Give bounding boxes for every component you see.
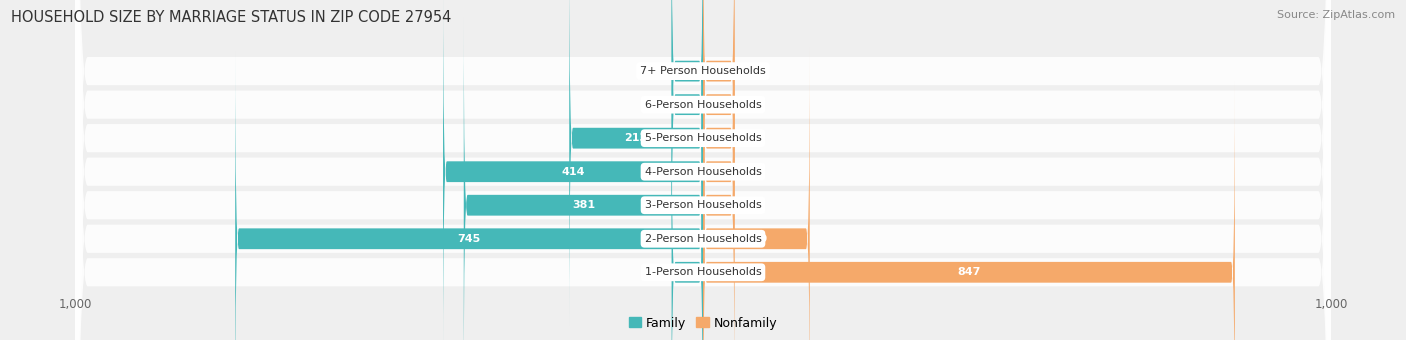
Text: 0: 0 <box>738 133 745 143</box>
FancyBboxPatch shape <box>75 0 1331 340</box>
FancyBboxPatch shape <box>703 0 734 262</box>
FancyBboxPatch shape <box>703 0 734 340</box>
FancyBboxPatch shape <box>703 48 810 340</box>
Legend: Family, Nonfamily: Family, Nonfamily <box>628 317 778 329</box>
Text: Source: ZipAtlas.com: Source: ZipAtlas.com <box>1277 10 1395 20</box>
FancyBboxPatch shape <box>75 0 1331 340</box>
FancyBboxPatch shape <box>672 0 703 295</box>
Text: 381: 381 <box>572 200 595 210</box>
FancyBboxPatch shape <box>443 0 703 340</box>
FancyBboxPatch shape <box>703 15 734 340</box>
FancyBboxPatch shape <box>569 0 703 329</box>
FancyBboxPatch shape <box>703 82 1234 340</box>
Text: 2-Person Households: 2-Person Households <box>644 234 762 244</box>
FancyBboxPatch shape <box>75 0 1331 340</box>
FancyBboxPatch shape <box>672 82 703 340</box>
FancyBboxPatch shape <box>672 0 703 262</box>
Text: 0: 0 <box>661 267 668 277</box>
Text: 4-Person Households: 4-Person Households <box>644 167 762 177</box>
Text: 5-Person Households: 5-Person Households <box>644 133 762 143</box>
Text: HOUSEHOLD SIZE BY MARRIAGE STATUS IN ZIP CODE 27954: HOUSEHOLD SIZE BY MARRIAGE STATUS IN ZIP… <box>11 10 451 25</box>
Text: 0: 0 <box>738 66 745 76</box>
FancyBboxPatch shape <box>75 0 1331 340</box>
Text: 0: 0 <box>738 167 745 177</box>
FancyBboxPatch shape <box>464 15 703 340</box>
Text: 0: 0 <box>738 100 745 109</box>
Text: 27: 27 <box>654 100 668 109</box>
FancyBboxPatch shape <box>75 0 1331 340</box>
Text: 745: 745 <box>457 234 481 244</box>
FancyBboxPatch shape <box>75 0 1331 340</box>
Text: 0: 0 <box>661 66 668 76</box>
Text: 3-Person Households: 3-Person Households <box>644 200 762 210</box>
Text: 213: 213 <box>624 133 648 143</box>
Text: 170: 170 <box>745 234 768 244</box>
Text: 847: 847 <box>957 267 980 277</box>
Text: 34: 34 <box>738 200 752 210</box>
Text: 7+ Person Households: 7+ Person Households <box>640 66 766 76</box>
FancyBboxPatch shape <box>235 48 703 340</box>
Text: 6-Person Households: 6-Person Households <box>644 100 762 109</box>
FancyBboxPatch shape <box>75 0 1331 340</box>
Text: 414: 414 <box>561 167 585 177</box>
FancyBboxPatch shape <box>703 0 734 295</box>
Text: 1-Person Households: 1-Person Households <box>644 267 762 277</box>
FancyBboxPatch shape <box>703 0 734 329</box>
